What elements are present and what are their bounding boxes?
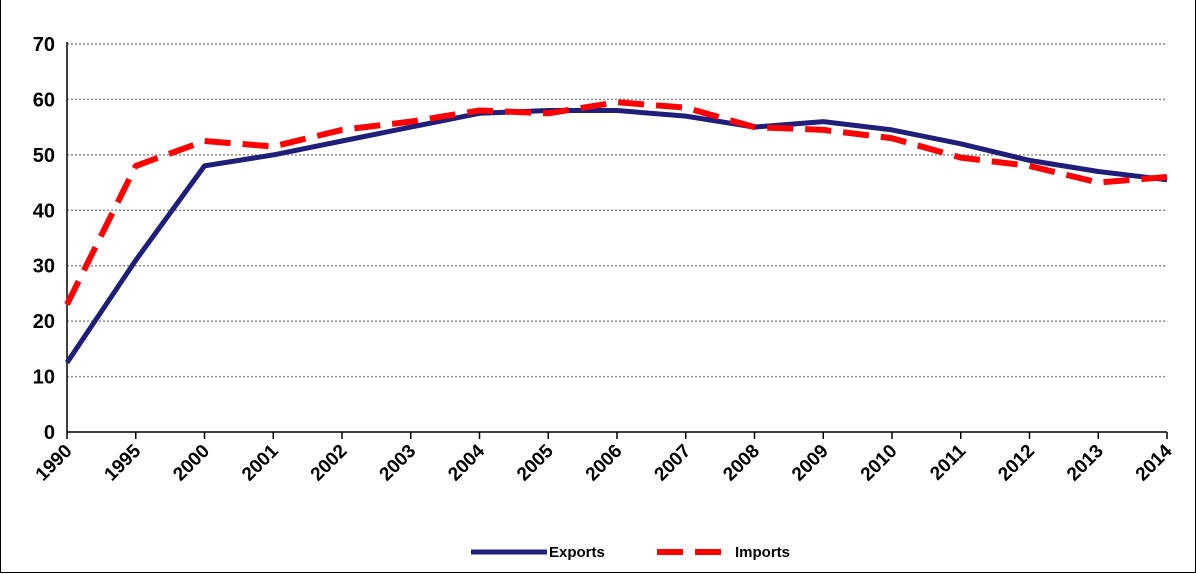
x-tick-labels: 1990 1995 2000 2001 2002 2003 2004 2005 2006 2007… <box>32 440 1177 485</box>
x-tick-label: 1990 <box>32 441 77 486</box>
x-tick-label: 2001 <box>238 440 283 485</box>
series-line-exports <box>64 108 1168 365</box>
y-tick-label: 60 <box>33 89 55 111</box>
y-tick-labels: 0 10 20 30 40 50 60 70 <box>33 34 55 444</box>
x-tick-label: 1995 <box>101 440 146 485</box>
legend: Exports Imports <box>471 544 790 561</box>
y-tick-label: 10 <box>33 367 55 389</box>
x-tick-label: 2009 <box>788 441 833 486</box>
x-tick-label: 2013 <box>1063 441 1108 486</box>
y-tick-label: 50 <box>33 145 55 167</box>
y-tick-label: 40 <box>33 200 55 222</box>
x-tick-label: 2014 <box>1132 440 1177 485</box>
x-tick-label: 2007 <box>651 441 696 486</box>
legend-label-imports: Imports <box>735 544 790 561</box>
x-tick-label: 2005 <box>513 440 558 485</box>
axes <box>66 42 1168 439</box>
x-tick-label: 2006 <box>582 441 627 486</box>
y-tick-label: 70 <box>33 34 55 56</box>
x-tick-label: 2003 <box>376 441 421 486</box>
x-tick-label: 2012 <box>994 441 1039 486</box>
x-tick-label: 2002 <box>307 441 352 486</box>
legend-label-exports: Exports <box>549 544 605 561</box>
y-tick-label: 20 <box>33 311 55 333</box>
y-tick-label: 30 <box>33 256 55 278</box>
series-line-imports <box>64 99 1168 306</box>
gridlines <box>67 43 1167 378</box>
x-tick-label: 2010 <box>857 441 902 486</box>
y-tick-label: 0 <box>44 422 55 444</box>
x-tick-label: 2004 <box>444 440 489 485</box>
x-tick-label: 2011 <box>926 440 970 484</box>
series-lines <box>64 99 1168 365</box>
x-tick-label: 2000 <box>169 441 214 486</box>
x-tick-label: 2008 <box>719 441 764 486</box>
